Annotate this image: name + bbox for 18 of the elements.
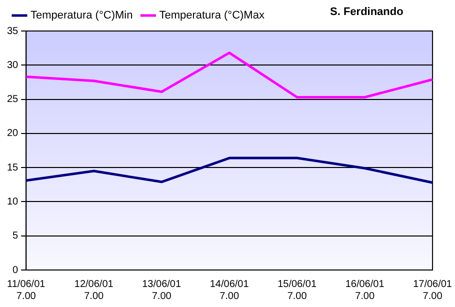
x-tick-label: 17/06/01 7.00 xyxy=(413,278,452,302)
x-tick-label: 16/06/01 7.00 xyxy=(345,278,385,302)
legend-label: Temperatura (°C)Max xyxy=(159,10,265,22)
y-tick-label: 20 xyxy=(7,128,19,140)
x-tick-label: 14/06/01 7.00 xyxy=(210,278,250,302)
y-tick-label: 30 xyxy=(7,60,19,71)
legend-label: Temperatura (°C)Min xyxy=(30,10,133,22)
y-tick-label: 35 xyxy=(7,26,19,37)
chart-title: S. Ferdinando xyxy=(330,6,404,18)
x-tick-label: 13/06/01 7.00 xyxy=(142,278,182,302)
y-tick-label: 5 xyxy=(12,230,19,242)
x-tick-label: 15/06/01 7.00 xyxy=(278,278,317,302)
y-tick-label: 0 xyxy=(12,264,19,276)
y-tick-label: 25 xyxy=(7,94,19,106)
x-tick-label: 11/06/01 7.00 xyxy=(7,278,46,302)
y-tick-label: 15 xyxy=(7,162,19,174)
x-tick-label: 12/06/01 7.00 xyxy=(74,278,114,302)
y-tick-label: 10 xyxy=(7,196,19,208)
